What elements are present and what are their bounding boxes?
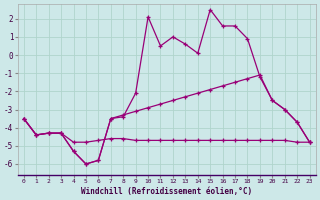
X-axis label: Windchill (Refroidissement éolien,°C): Windchill (Refroidissement éolien,°C) [81, 187, 252, 196]
